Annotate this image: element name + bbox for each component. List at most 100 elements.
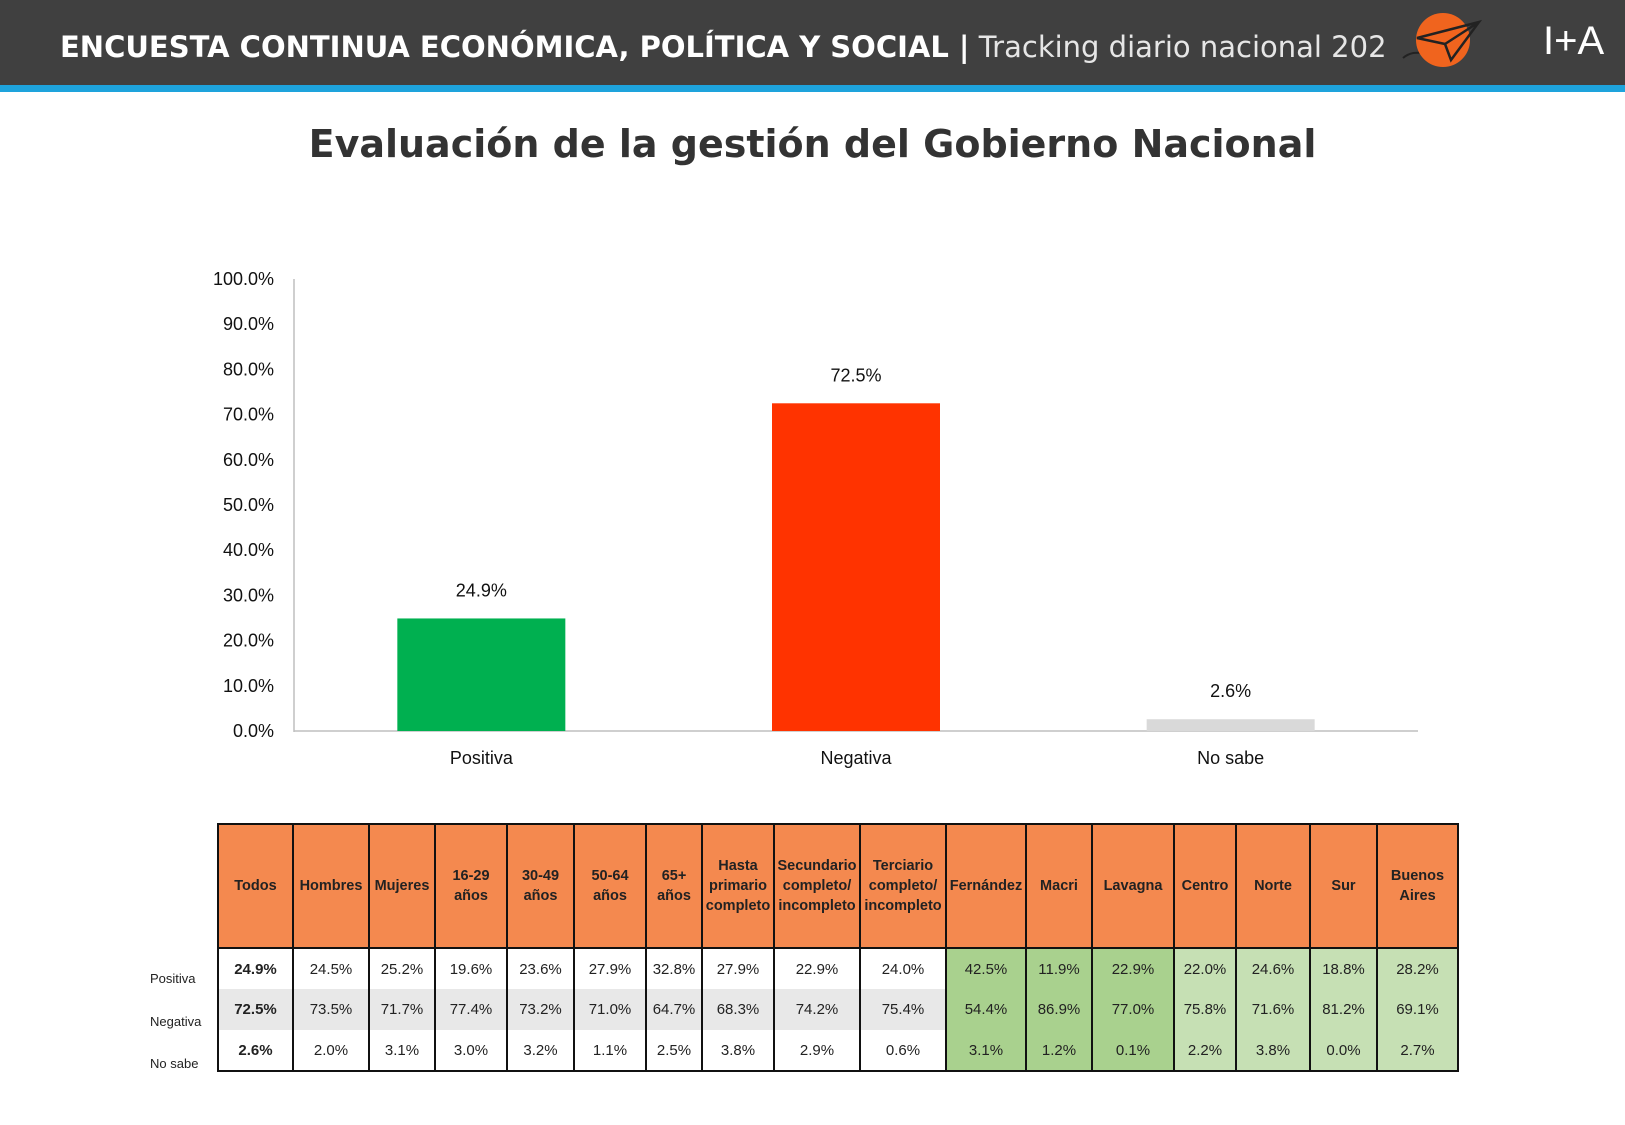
chart-title: Evaluación de la gestión del Gobierno Na… [308, 122, 1317, 166]
table-cell: 3.1% [945, 1030, 1027, 1072]
table-cell: 3.0% [434, 1030, 508, 1072]
table-row: 24.9% 24.5% 25.2% 19.6% 23.6% 27.9% 32.8% 27.9%… [217, 947, 1459, 989]
table-cell: 1.1% [573, 1030, 647, 1072]
y-tick-label: 60.0% [223, 450, 274, 470]
table-cell: 2.2% [1173, 1030, 1237, 1072]
column-header: Secundario completo/ incompleto [773, 823, 861, 949]
table-cell: 32.8% [645, 947, 703, 989]
table-cell: 18.8% [1309, 947, 1378, 989]
bar-positiva [397, 618, 566, 731]
column-header: Norte [1235, 823, 1311, 949]
table-cell: 2.5% [645, 1030, 703, 1072]
row-label: Positiva [150, 971, 196, 986]
table-cell: 86.9% [1025, 989, 1093, 1030]
y-tick-label: 0.0% [233, 721, 274, 741]
table-row: 72.5% 73.5% 71.7% 77.4% 73.2% 71.0% 64.7% 68.3%… [217, 989, 1459, 1030]
column-header: 50-64 años [573, 823, 647, 949]
table-cell: 73.2% [506, 989, 575, 1030]
paper-plane-icon [1416, 19, 1483, 63]
table-cell: 73.5% [292, 989, 370, 1030]
column-header: Fernández [945, 823, 1027, 949]
table-cell: 2.6% [217, 1030, 294, 1072]
x-category-label: Positiva [450, 748, 514, 768]
crosstab-table: Todos Hombres Mujeres 16-29 años 30-49 años 5… [217, 823, 1459, 1072]
column-header: Todos [217, 823, 294, 949]
table-cell: 0.1% [1091, 1030, 1175, 1072]
table-cell: 27.9% [573, 947, 647, 989]
bar-negativa [772, 403, 940, 731]
table-cell: 42.5% [945, 947, 1027, 989]
row-label: No sabe [150, 1056, 199, 1071]
table-cell: 72.5% [217, 989, 294, 1030]
y-tick-label: 30.0% [223, 585, 274, 605]
column-header: Buenos Aires [1376, 823, 1459, 949]
table-cell: 2.7% [1376, 1030, 1459, 1072]
table-cell: 68.3% [701, 989, 775, 1030]
table-cell: 75.4% [859, 989, 947, 1030]
table-cell: 77.0% [1091, 989, 1175, 1030]
column-header: 30-49 años [506, 823, 575, 949]
table-cell: 81.2% [1309, 989, 1378, 1030]
y-tick-label: 10.0% [223, 676, 274, 696]
table-cell: 71.6% [1235, 989, 1311, 1030]
table-cell: 24.6% [1235, 947, 1311, 989]
header-bar [0, 0, 1625, 85]
table-header-row: Todos Hombres Mujeres 16-29 años 30-49 años 5… [217, 823, 1459, 949]
logo-text: I+A [1543, 19, 1604, 63]
table-cell: 27.9% [701, 947, 775, 989]
y-tick-label: 40.0% [223, 540, 274, 560]
table-cell: 3.8% [701, 1030, 775, 1072]
column-header: 65+ años [645, 823, 703, 949]
y-tick-label: 50.0% [223, 495, 274, 515]
header-title-main: ENCUESTA CONTINUA ECONÓMICA, POLÍTICA Y … [60, 30, 970, 64]
table-cell: 22.0% [1173, 947, 1237, 989]
table-cell: 1.2% [1025, 1030, 1093, 1072]
row-label: Negativa [150, 1014, 202, 1029]
table-cell: 28.2% [1376, 947, 1459, 989]
table-cell: 23.6% [506, 947, 575, 989]
column-header: Centro [1173, 823, 1237, 949]
table-cell: 3.2% [506, 1030, 575, 1072]
table-cell: 25.2% [368, 947, 436, 989]
table-cell: 75.8% [1173, 989, 1237, 1030]
column-header: Sur [1309, 823, 1378, 949]
table-cell: 69.1% [1376, 989, 1459, 1030]
y-axis-ticks: 0.0% 10.0% 20.0% 30.0% 40.0% 50.0% 60.0% 70.0% 8… [213, 269, 274, 741]
x-category-label: No sabe [1197, 748, 1264, 768]
table-cell: 19.6% [434, 947, 508, 989]
y-tick-label: 70.0% [223, 405, 274, 425]
table-cell: 24.0% [859, 947, 947, 989]
bar-chart: 0.0% 10.0% 20.0% 30.0% 40.0% 50.0% 60.0% 70.0% 8… [213, 269, 1418, 768]
table-cell: 0.6% [859, 1030, 947, 1072]
table-cell: 24.9% [217, 947, 294, 989]
table-cell: 2.9% [773, 1030, 861, 1072]
table-cell: 54.4% [945, 989, 1027, 1030]
table-cell: 3.1% [368, 1030, 436, 1072]
table-cell: 64.7% [645, 989, 703, 1030]
table-cell: 77.4% [434, 989, 508, 1030]
x-category-label: Negativa [820, 748, 892, 768]
header-title: ENCUESTA CONTINUA ECONÓMICA, POLÍTICA Y … [60, 30, 1387, 64]
brand-logo: I+A [1402, 13, 1604, 67]
table-cell: 0.0% [1309, 1030, 1378, 1072]
y-tick-label: 20.0% [223, 631, 274, 651]
y-tick-label: 90.0% [223, 314, 274, 334]
bar-value-label: 72.5% [830, 365, 881, 385]
header-title-sub: Tracking diario nacional 202 [978, 30, 1387, 64]
bar-value-label: 2.6% [1210, 681, 1251, 701]
column-header: 16-29 años [434, 823, 508, 949]
table-cell: 3.8% [1235, 1030, 1311, 1072]
column-header: Hasta primario completo [701, 823, 775, 949]
table-cell: 74.2% [773, 989, 861, 1030]
table-cell: 11.9% [1025, 947, 1093, 989]
table-cell: 24.5% [292, 947, 370, 989]
table-cell: 71.7% [368, 989, 436, 1030]
table-cell: 71.0% [573, 989, 647, 1030]
table-row: 2.6% 2.0% 3.1% 3.0% 3.2% 1.1% 2.5% 3.8% 2.9% 0.6%… [217, 1030, 1459, 1072]
column-header: Lavagna [1091, 823, 1175, 949]
column-header: Macri [1025, 823, 1093, 949]
header-stripe [0, 85, 1625, 92]
bar-no-sabe [1146, 719, 1315, 731]
table-cell: 22.9% [1091, 947, 1175, 989]
table-cell: 22.9% [773, 947, 861, 989]
